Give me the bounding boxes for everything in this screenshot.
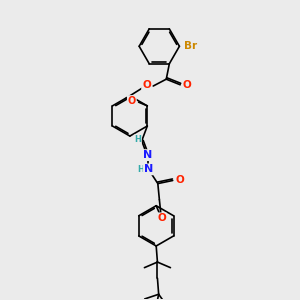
Text: Br: Br [184, 41, 197, 51]
Text: N: N [143, 150, 152, 160]
Text: O: O [183, 80, 191, 90]
Text: O: O [157, 213, 166, 223]
Text: H: H [138, 166, 145, 175]
Text: O: O [175, 175, 184, 185]
Text: O: O [128, 96, 136, 106]
Text: O: O [142, 80, 151, 90]
Text: N: N [144, 164, 153, 174]
Text: H: H [134, 135, 141, 144]
